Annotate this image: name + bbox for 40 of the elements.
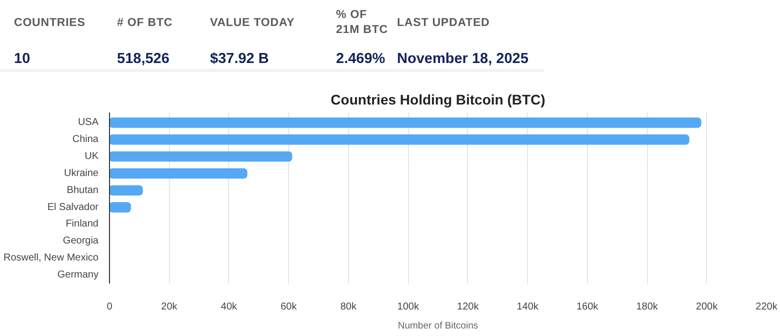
category-label: # OF BTC (117, 16, 174, 30)
x-axis-title: Number of Bitcoins (398, 320, 478, 332)
text: 2.469% (336, 51, 386, 67)
category-label: COUNTRIES (14, 16, 86, 30)
y-tick-label: Roswell, New Mexico (3, 252, 99, 264)
x-tick-label: 60k (280, 302, 298, 312)
x-tick-label: 100k (397, 302, 420, 312)
x-tick-label: 180k (636, 302, 659, 312)
text: 10 (14, 51, 30, 67)
x-tick-label: 140k (516, 302, 540, 312)
y-tick-label: Ukraine (64, 168, 99, 179)
category-label: VALUE TODAY (210, 16, 296, 30)
x-tick-label: 160k (576, 302, 600, 312)
x-tick-label: 0 (106, 302, 113, 312)
y-tick-label: Germany (57, 270, 98, 281)
bar (110, 168, 248, 179)
chart-title: Countries Holding Bitcoin (BTC) (330, 92, 546, 108)
text: $37.92 B (210, 51, 269, 67)
x-tick-label: 120k (457, 302, 480, 312)
y-tick-label: Bhutan (66, 184, 99, 196)
x-tick-label: 20k (161, 302, 178, 312)
x-tick-label: 40k (220, 302, 238, 312)
category-label: % OF 21M BTC (336, 8, 390, 38)
x-tick-label: 80k (340, 302, 358, 312)
bar (110, 151, 292, 162)
text: November 18, 2025 (397, 51, 528, 67)
bar (110, 202, 131, 212)
text: 518,526 (117, 51, 170, 67)
y-tick-label: Finland (66, 218, 99, 230)
y-tick-label: UK (84, 151, 99, 162)
bar (110, 134, 690, 145)
bar (110, 185, 143, 196)
y-tick-label: USA (78, 117, 99, 128)
y-tick-label: Georgia (62, 236, 99, 247)
category-label: LAST UPDATED (397, 16, 491, 30)
bar (110, 118, 702, 128)
y-tick-label: El Salvador (47, 202, 100, 213)
y-tick-label: China (72, 134, 99, 146)
x-tick-label: 220k (756, 302, 778, 312)
x-tick-label: 200k (696, 302, 719, 312)
